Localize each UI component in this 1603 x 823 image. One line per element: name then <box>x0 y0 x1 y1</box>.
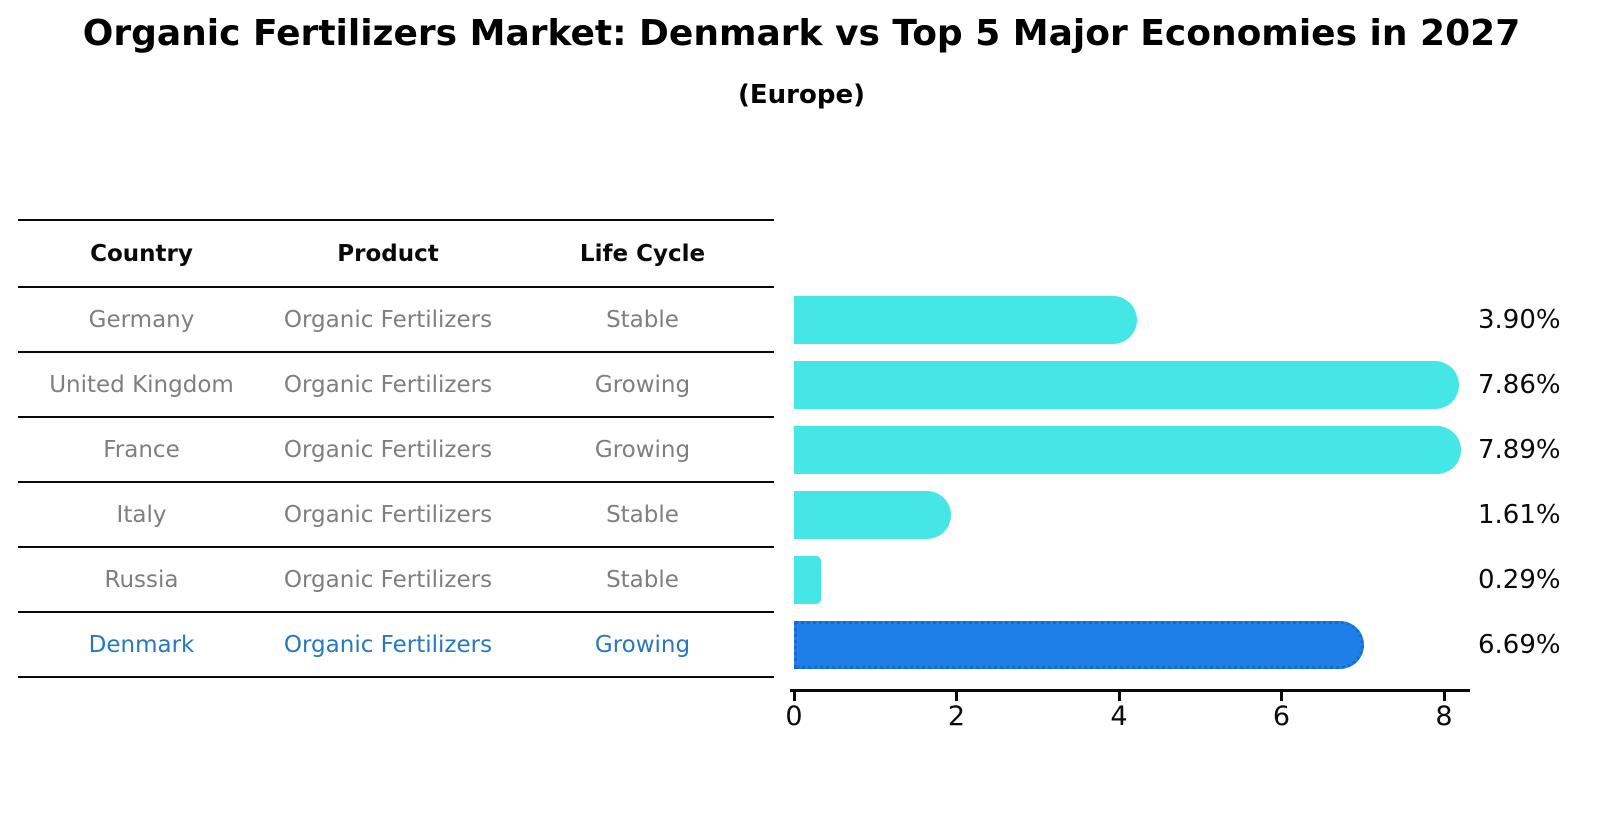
table-row: United Kingdom Organic Fertilizers Growing <box>18 353 774 418</box>
bar-value-label: 0.29% <box>1478 565 1561 595</box>
table-cell-country: Denmark <box>88 631 195 658</box>
table-cell-life-cycle: Growing <box>594 436 691 463</box>
x-tick-mark <box>955 692 958 701</box>
x-tick-mark <box>792 692 796 701</box>
table-cell-life-cycle: Growing <box>594 371 691 398</box>
x-tick-label: 4 <box>1110 701 1128 732</box>
table-cell-life-cycle: Stable <box>606 501 679 528</box>
table-cell-country: France <box>103 436 180 463</box>
table-cell-country: United Kingdom <box>49 371 234 398</box>
table-row: Denmark Organic Fertilizers Growing <box>18 613 774 678</box>
x-tick-label: 0 <box>785 701 803 732</box>
bar-value-label: 6.69% <box>1478 630 1561 660</box>
table-header-country: Country <box>90 240 193 267</box>
bar-value-label: 1.61% <box>1478 500 1561 530</box>
table-row: Germany Organic Fertilizers Stable <box>18 288 774 353</box>
bar-value-label: 7.89% <box>1478 435 1561 465</box>
x-axis-line <box>790 689 1470 692</box>
table-cell-country: Italy <box>116 501 167 528</box>
bar-denmark <box>794 621 1364 669</box>
table-cell-life-cycle: Stable <box>606 566 679 593</box>
table-cell-country: Russia <box>104 566 179 593</box>
x-tick-mark <box>1442 692 1446 701</box>
chart-subtitle: (Europe) <box>738 80 865 110</box>
table-row: Russia Organic Fertilizers Stable <box>18 548 774 613</box>
bar-value-label: 3.90% <box>1478 305 1561 335</box>
x-tick-mark <box>1117 692 1121 701</box>
country-table: Country Product Life Cycle Germany Organi… <box>18 219 774 678</box>
bar-italy <box>794 491 951 539</box>
table-cell-life-cycle: Growing <box>594 631 691 658</box>
chart-title: Organic Fertilizers Market: Denmark vs T… <box>82 13 1521 54</box>
bar-united-kingdom <box>794 361 1459 409</box>
table-cell-country: Germany <box>88 306 195 333</box>
table-row: Italy Organic Fertilizers Stable <box>18 483 774 548</box>
table-header-row: Country Product Life Cycle <box>18 219 774 288</box>
x-tick-mark <box>1280 692 1283 701</box>
table-cell-product: Organic Fertilizers <box>283 501 493 528</box>
bar-germany <box>794 296 1137 344</box>
table-row: France Organic Fertilizers Growing <box>18 418 774 483</box>
table-cell-product: Organic Fertilizers <box>283 566 493 593</box>
x-tick-label: 2 <box>947 701 966 732</box>
x-tick-label: 8 <box>1435 701 1453 732</box>
table-cell-product: Organic Fertilizers <box>283 631 493 658</box>
table-cell-product: Organic Fertilizers <box>283 306 493 333</box>
bar-france <box>794 426 1462 474</box>
bar-value-label: 7.86% <box>1478 370 1561 400</box>
table-header-life-cycle: Life Cycle <box>579 240 706 267</box>
table-header-product: Product <box>337 240 439 267</box>
table-cell-life-cycle: Stable <box>606 306 679 333</box>
table-body: Germany Organic Fertilizers Stable United K… <box>18 288 774 678</box>
table-cell-product: Organic Fertilizers <box>283 371 493 398</box>
x-tick-label: 6 <box>1272 701 1291 732</box>
bar-russia <box>794 556 821 604</box>
table-cell-product: Organic Fertilizers <box>283 436 493 463</box>
